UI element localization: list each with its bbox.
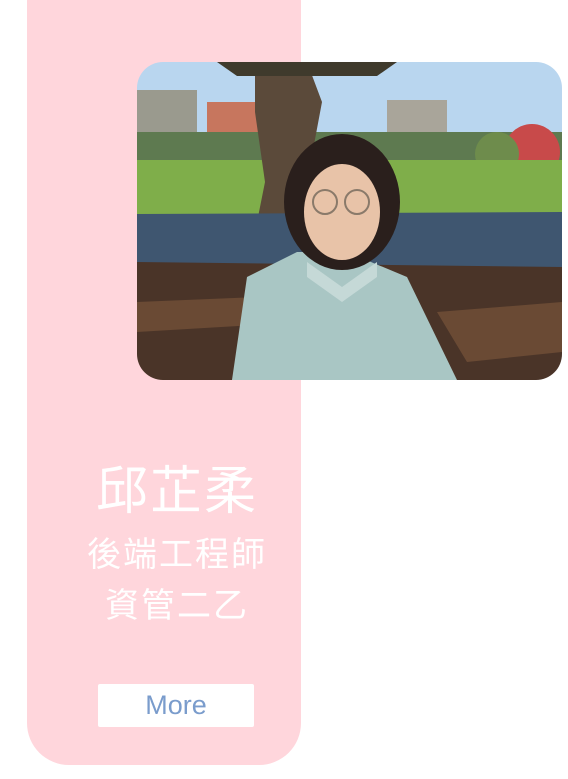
person-name: 邱芷柔 <box>95 462 258 522</box>
more-button[interactable]: More <box>98 684 254 727</box>
person-role: 後端工程師 <box>87 535 267 575</box>
profile-photo <box>137 62 562 380</box>
person-department: 資管二乙 <box>105 586 249 626</box>
